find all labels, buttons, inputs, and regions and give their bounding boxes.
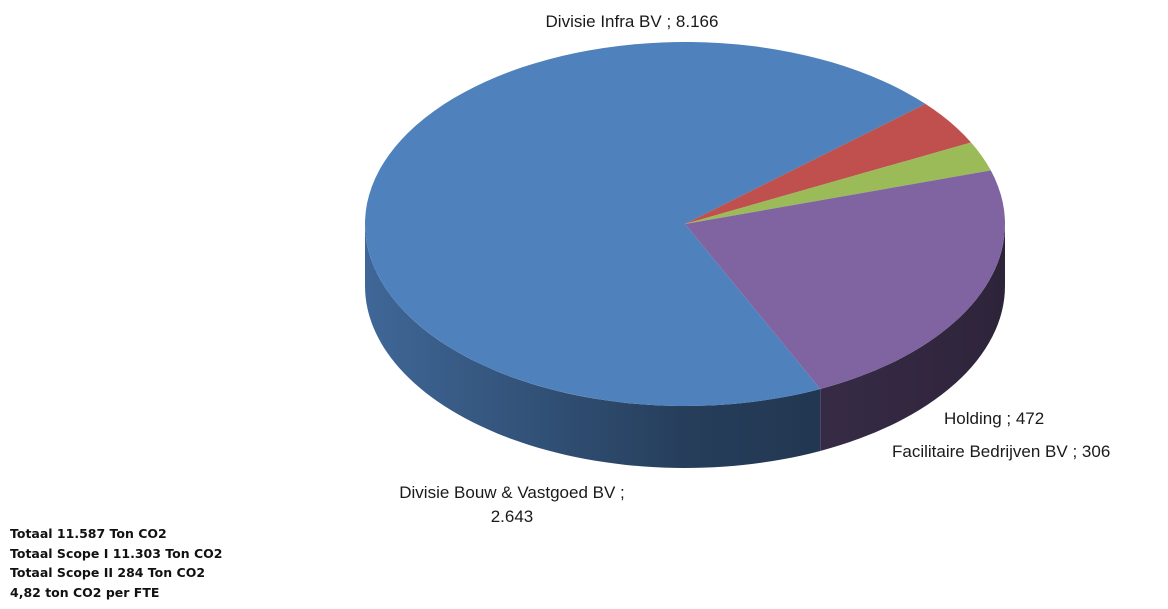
label-holding: Holding ; 472 [944,409,1044,428]
pie-slice-3 [685,170,1005,389]
label-facilitaire-bedrijven: Facilitaire Bedrijven BV ; 306 [892,442,1110,461]
pie-tops [365,42,1005,407]
summary-scope-2: Totaal Scope II 284 Ton CO2 [10,565,206,580]
summary-block: Totaal 11.587 Ton CO2 Totaal Scope I 11.… [10,524,223,602]
pie-slice-2 [685,142,991,224]
label-divisie-infra: Divisie Infra BV ; 8.166 [546,12,719,31]
pie-slice-1 [685,103,972,224]
pie-slice-0 [365,42,926,407]
summary-per-fte: 4,82 ton CO2 per FTE [10,584,160,600]
pie-side-0 [365,224,821,469]
summary-scope-1: Totaal Scope I 11.303 Ton CO2 [10,545,223,561]
summary-total: Totaal 11.587 Ton CO2 [10,526,167,541]
label-divisie-bouw-line2: 2.643 [491,507,534,526]
pie-labels: Divisie Infra BV ; 8.166 Holding ; 472 F… [399,12,1110,526]
label-divisie-bouw-line1: Divisie Bouw & Vastgoed BV ; [399,483,625,502]
pie-side-3 [820,224,1005,451]
pie-sides [365,224,1005,469]
